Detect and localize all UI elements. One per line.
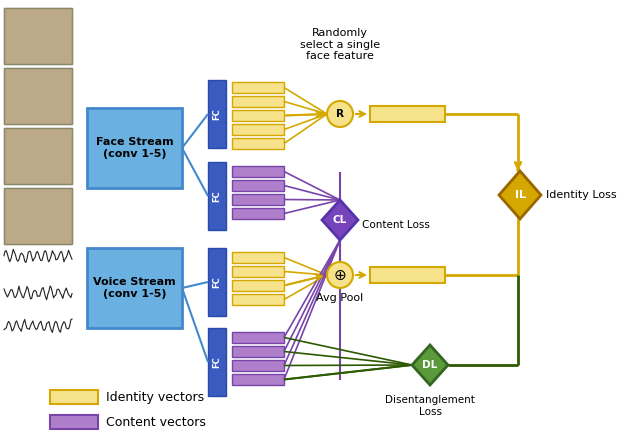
Text: Face Stream
(conv 1-5): Face Stream (conv 1-5): [96, 137, 173, 159]
Bar: [50, 390, 98, 404]
Bar: [4, 188, 72, 244]
Text: FC: FC: [212, 108, 221, 120]
Text: CL: CL: [333, 215, 347, 225]
Bar: [232, 208, 284, 219]
Bar: [208, 248, 226, 316]
Text: $\oplus$: $\oplus$: [333, 267, 347, 283]
Text: IL: IL: [515, 190, 525, 200]
Bar: [232, 252, 284, 263]
Bar: [232, 332, 284, 343]
Text: Identity vectors: Identity vectors: [106, 391, 204, 404]
Text: FC: FC: [212, 190, 221, 202]
Bar: [4, 128, 72, 184]
Bar: [232, 82, 284, 93]
Bar: [232, 180, 284, 191]
Text: Voice Stream
(conv 1-5): Voice Stream (conv 1-5): [93, 277, 176, 299]
Bar: [232, 166, 284, 177]
Bar: [4, 8, 72, 64]
Text: DL: DL: [422, 360, 438, 370]
Polygon shape: [322, 200, 358, 240]
Bar: [232, 138, 284, 149]
Text: FC: FC: [212, 276, 221, 288]
Bar: [232, 360, 284, 371]
Text: Randomly
select a single
face feature: Randomly select a single face feature: [300, 28, 380, 61]
Bar: [232, 110, 284, 121]
Text: Avg Pool: Avg Pool: [316, 293, 364, 303]
Bar: [232, 266, 284, 277]
Polygon shape: [499, 171, 541, 219]
Bar: [4, 188, 72, 244]
Bar: [232, 124, 284, 135]
Text: R: R: [336, 109, 344, 119]
Bar: [232, 374, 284, 385]
Text: Content vectors: Content vectors: [106, 416, 206, 429]
Bar: [208, 80, 226, 148]
Bar: [4, 128, 72, 184]
Bar: [232, 96, 284, 107]
Bar: [87, 248, 182, 328]
Text: Content Loss: Content Loss: [362, 220, 430, 230]
Circle shape: [327, 101, 353, 127]
Bar: [232, 280, 284, 291]
Text: Identity Loss: Identity Loss: [546, 190, 616, 200]
Bar: [208, 328, 226, 396]
Bar: [4, 8, 72, 64]
Bar: [87, 108, 182, 188]
Bar: [208, 162, 226, 230]
Polygon shape: [412, 345, 448, 385]
Text: FC: FC: [212, 356, 221, 368]
Circle shape: [327, 262, 353, 288]
Bar: [370, 267, 445, 283]
Bar: [4, 68, 72, 124]
Bar: [232, 294, 284, 305]
Text: Disentanglement
Loss: Disentanglement Loss: [385, 395, 475, 417]
Bar: [232, 194, 284, 205]
Bar: [4, 68, 72, 124]
Bar: [50, 415, 98, 429]
Bar: [370, 106, 445, 122]
Bar: [232, 346, 284, 357]
